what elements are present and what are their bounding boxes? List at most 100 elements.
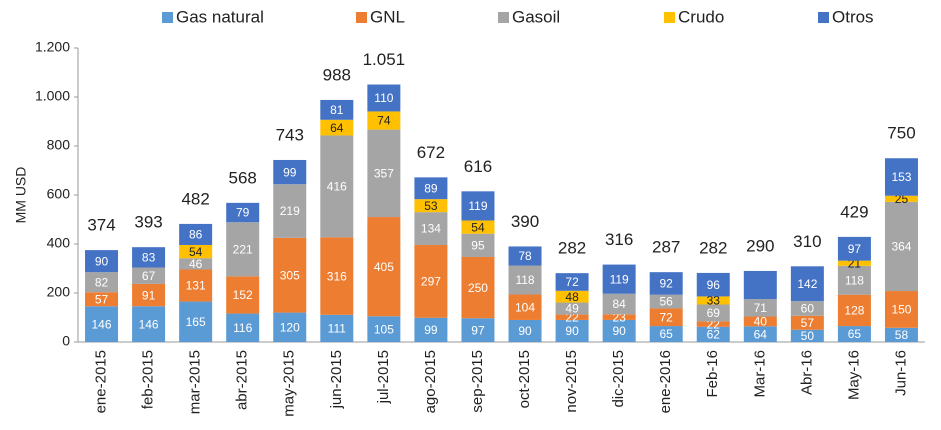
bar-segment (320, 119, 354, 136)
x-tick-label: jul-2015 (375, 350, 392, 404)
x-tick-label: ene-2015 (92, 350, 109, 413)
data-label: 150 (891, 303, 911, 317)
bar-segment (461, 191, 495, 221)
x-tick-label: Mar-16 (751, 350, 768, 398)
data-label: 49 (565, 302, 579, 316)
bar-segment (179, 244, 213, 259)
x-tick-label: mar-2015 (187, 350, 204, 414)
data-label: 405 (374, 260, 394, 274)
data-label: 62 (707, 328, 721, 342)
data-label: 84 (612, 297, 626, 311)
bar-segment (85, 250, 119, 273)
data-label: 53 (424, 199, 438, 213)
bar-segment (461, 220, 495, 234)
legend-label: Crudo (678, 7, 724, 26)
y-tick-label: 0 (62, 333, 70, 349)
bar-segment (320, 314, 354, 342)
data-label: 56 (660, 295, 674, 309)
data-label: 104 (515, 300, 535, 314)
bar-segment (602, 314, 636, 320)
data-label: 58 (895, 328, 909, 342)
data-label: 57 (801, 316, 815, 330)
bar-segment (555, 314, 589, 320)
bar-segment (696, 296, 730, 305)
x-tick-label: Jun-16 (892, 350, 909, 396)
bar-segment (273, 237, 307, 313)
bar-segment (179, 301, 213, 342)
bar-segment (884, 201, 918, 292)
bar-segment (132, 283, 166, 307)
bar-segment (555, 302, 589, 315)
bar-segment (649, 308, 683, 327)
bar-segment (414, 199, 448, 213)
bar-segment (743, 270, 777, 300)
x-tick-label: oct-2015 (516, 350, 533, 408)
bar-segment (790, 329, 824, 342)
x-tick-label: sep-2015 (469, 350, 486, 413)
legend-label: Gasoil (512, 7, 560, 26)
data-label: 128 (844, 304, 864, 318)
data-label: 60 (801, 302, 815, 316)
total-label: 316 (605, 230, 633, 249)
data-label: 86 (189, 228, 203, 242)
x-tick-label: ago-2015 (422, 350, 439, 413)
data-label: 119 (610, 272, 629, 286)
legend-swatch (162, 12, 173, 23)
total-label: 429 (840, 202, 868, 221)
total-label: 568 (229, 168, 257, 187)
data-label: 71 (754, 301, 768, 315)
bar-segment (602, 319, 636, 342)
data-label: 69 (707, 306, 721, 320)
data-label: 48 (565, 290, 579, 304)
bar-segment (367, 129, 401, 218)
data-label: 78 (518, 249, 532, 263)
data-label: 99 (283, 165, 297, 179)
total-label: 672 (417, 143, 445, 162)
total-label: 287 (652, 238, 680, 257)
bar-segment (320, 237, 354, 315)
data-label: 89 (424, 181, 438, 195)
bar-segment (226, 202, 260, 223)
data-label: 146 (92, 317, 112, 331)
bar-segment (414, 317, 448, 342)
data-label: 99 (424, 323, 438, 337)
bar-segment (884, 195, 918, 202)
bar-segment (555, 290, 589, 303)
data-label: 74 (377, 114, 391, 128)
bar-segment (884, 158, 918, 196)
x-tick-label: Feb-16 (704, 350, 721, 398)
bar-segment (226, 276, 260, 314)
y-tick-label: 200 (47, 284, 71, 300)
bar-segment (179, 269, 213, 302)
y-tick-label: 800 (47, 137, 71, 153)
bar-segment (649, 294, 683, 309)
legend-label: Otros (832, 7, 874, 26)
total-label: 290 (746, 236, 774, 255)
total-label: 282 (699, 238, 727, 257)
data-label: 316 (327, 269, 347, 283)
bar-segment (226, 222, 260, 277)
data-label: 131 (186, 279, 206, 293)
total-label: 616 (464, 157, 492, 176)
bar-segment (649, 326, 683, 342)
bar-segment (367, 316, 401, 342)
data-label: 46 (189, 257, 203, 271)
bar-segment (743, 316, 777, 327)
total-label: 988 (323, 65, 351, 84)
bar-segment (837, 326, 871, 342)
bar-segment (884, 291, 918, 328)
bar-segment (367, 111, 401, 130)
data-label: 72 (565, 275, 579, 289)
data-label: 91 (142, 288, 156, 302)
data-label: 153 (891, 170, 911, 184)
legend-swatch (498, 12, 509, 23)
bar-segment (320, 99, 354, 120)
data-label: 67 (142, 269, 156, 283)
bar-segment (85, 292, 119, 307)
data-label: 142 (797, 277, 817, 291)
total-label: 374 (87, 216, 115, 235)
data-label: 120 (280, 320, 300, 334)
bar-segment (837, 236, 871, 261)
data-label: 90 (612, 324, 626, 338)
bar-segment (414, 244, 448, 318)
